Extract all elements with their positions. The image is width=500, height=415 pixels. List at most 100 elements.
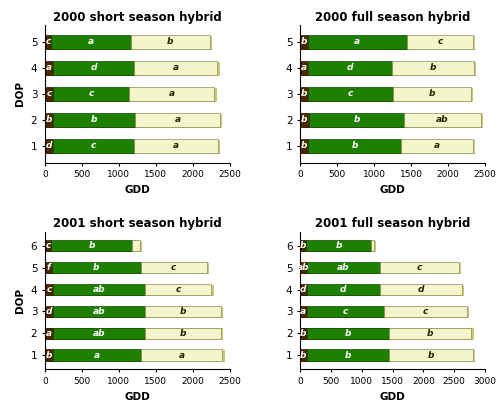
Text: a: a bbox=[173, 141, 179, 150]
Text: c: c bbox=[176, 285, 181, 294]
Bar bbox=[134, 61, 218, 75]
Bar bbox=[131, 35, 210, 49]
Bar bbox=[406, 114, 483, 127]
Bar bbox=[53, 113, 135, 127]
Bar bbox=[53, 284, 145, 295]
Text: d: d bbox=[90, 63, 97, 72]
Text: d: d bbox=[300, 285, 306, 294]
Bar bbox=[45, 35, 51, 49]
Title: 2001 full season hybrid: 2001 full season hybrid bbox=[315, 217, 470, 230]
Bar bbox=[306, 262, 380, 273]
Bar bbox=[309, 263, 382, 274]
Bar bbox=[55, 307, 148, 318]
Bar bbox=[308, 241, 374, 252]
Text: b: b bbox=[301, 141, 308, 150]
Bar bbox=[45, 284, 53, 295]
Bar bbox=[309, 328, 391, 340]
Bar bbox=[310, 88, 396, 102]
Bar bbox=[302, 114, 311, 127]
Bar bbox=[45, 262, 52, 273]
Text: ab: ab bbox=[92, 307, 106, 316]
Bar bbox=[380, 262, 459, 273]
Text: d: d bbox=[340, 285, 346, 294]
Bar bbox=[394, 62, 476, 76]
Bar bbox=[386, 307, 468, 318]
Text: b: b bbox=[428, 351, 434, 360]
Bar bbox=[134, 241, 142, 252]
Bar bbox=[374, 241, 376, 252]
Bar bbox=[310, 36, 409, 50]
Bar bbox=[300, 306, 306, 317]
Bar bbox=[53, 327, 145, 339]
Text: b: b bbox=[46, 115, 52, 124]
Bar bbox=[372, 240, 374, 251]
Bar bbox=[55, 350, 143, 362]
Bar bbox=[45, 139, 53, 153]
Bar bbox=[302, 62, 310, 76]
Bar bbox=[302, 36, 310, 50]
Text: ab: ab bbox=[297, 263, 310, 272]
Text: a: a bbox=[354, 37, 360, 46]
X-axis label: GDD: GDD bbox=[380, 391, 406, 402]
Text: a: a bbox=[88, 37, 94, 46]
Text: a: a bbox=[46, 329, 52, 338]
Bar bbox=[306, 327, 389, 339]
Bar bbox=[47, 241, 54, 252]
Text: b: b bbox=[180, 329, 186, 338]
Bar bbox=[302, 241, 308, 252]
Title: 2000 short season hybrid: 2000 short season hybrid bbox=[53, 11, 222, 24]
Text: a: a bbox=[434, 141, 440, 150]
Bar bbox=[47, 62, 55, 76]
Bar bbox=[404, 113, 480, 127]
Bar bbox=[148, 328, 223, 340]
Bar bbox=[136, 140, 220, 154]
Bar bbox=[409, 36, 476, 50]
Bar bbox=[45, 240, 52, 251]
Bar bbox=[55, 88, 132, 102]
Bar bbox=[45, 87, 53, 100]
Text: d: d bbox=[46, 307, 52, 316]
Text: ab: ab bbox=[92, 285, 106, 294]
Bar bbox=[306, 306, 384, 317]
Bar bbox=[309, 307, 386, 318]
Bar bbox=[141, 262, 207, 273]
Bar bbox=[45, 306, 53, 317]
Bar bbox=[306, 284, 380, 295]
Bar bbox=[311, 114, 406, 127]
Bar bbox=[143, 350, 224, 362]
Bar bbox=[404, 140, 475, 154]
Text: c: c bbox=[46, 241, 51, 250]
Bar bbox=[54, 263, 143, 274]
Bar bbox=[141, 349, 222, 361]
Title: 2000 full season hybrid: 2000 full season hybrid bbox=[315, 11, 470, 24]
Text: b: b bbox=[301, 89, 308, 98]
Text: c: c bbox=[437, 37, 442, 46]
Text: b: b bbox=[300, 329, 306, 338]
Text: a: a bbox=[301, 63, 307, 72]
Text: b: b bbox=[430, 63, 436, 72]
Bar bbox=[300, 327, 306, 339]
Title: 2001 short season hybrid: 2001 short season hybrid bbox=[53, 217, 222, 230]
Bar bbox=[143, 263, 209, 274]
Bar bbox=[302, 140, 310, 154]
Text: c: c bbox=[46, 285, 52, 294]
Bar bbox=[55, 328, 148, 340]
Bar bbox=[53, 36, 133, 50]
Text: b: b bbox=[180, 307, 186, 316]
Bar bbox=[302, 285, 309, 296]
Text: b: b bbox=[344, 329, 351, 338]
Bar bbox=[55, 62, 136, 76]
Bar bbox=[134, 139, 218, 153]
Text: b: b bbox=[300, 37, 307, 46]
Bar bbox=[406, 35, 473, 49]
Bar bbox=[53, 349, 141, 361]
Bar bbox=[308, 113, 404, 127]
Bar bbox=[132, 240, 140, 251]
Text: a: a bbox=[174, 115, 181, 124]
Text: d: d bbox=[418, 285, 424, 294]
Text: d: d bbox=[346, 63, 353, 72]
Bar bbox=[47, 36, 53, 50]
Text: b: b bbox=[93, 263, 100, 272]
Text: ab: ab bbox=[436, 115, 449, 124]
Text: c: c bbox=[46, 89, 52, 98]
